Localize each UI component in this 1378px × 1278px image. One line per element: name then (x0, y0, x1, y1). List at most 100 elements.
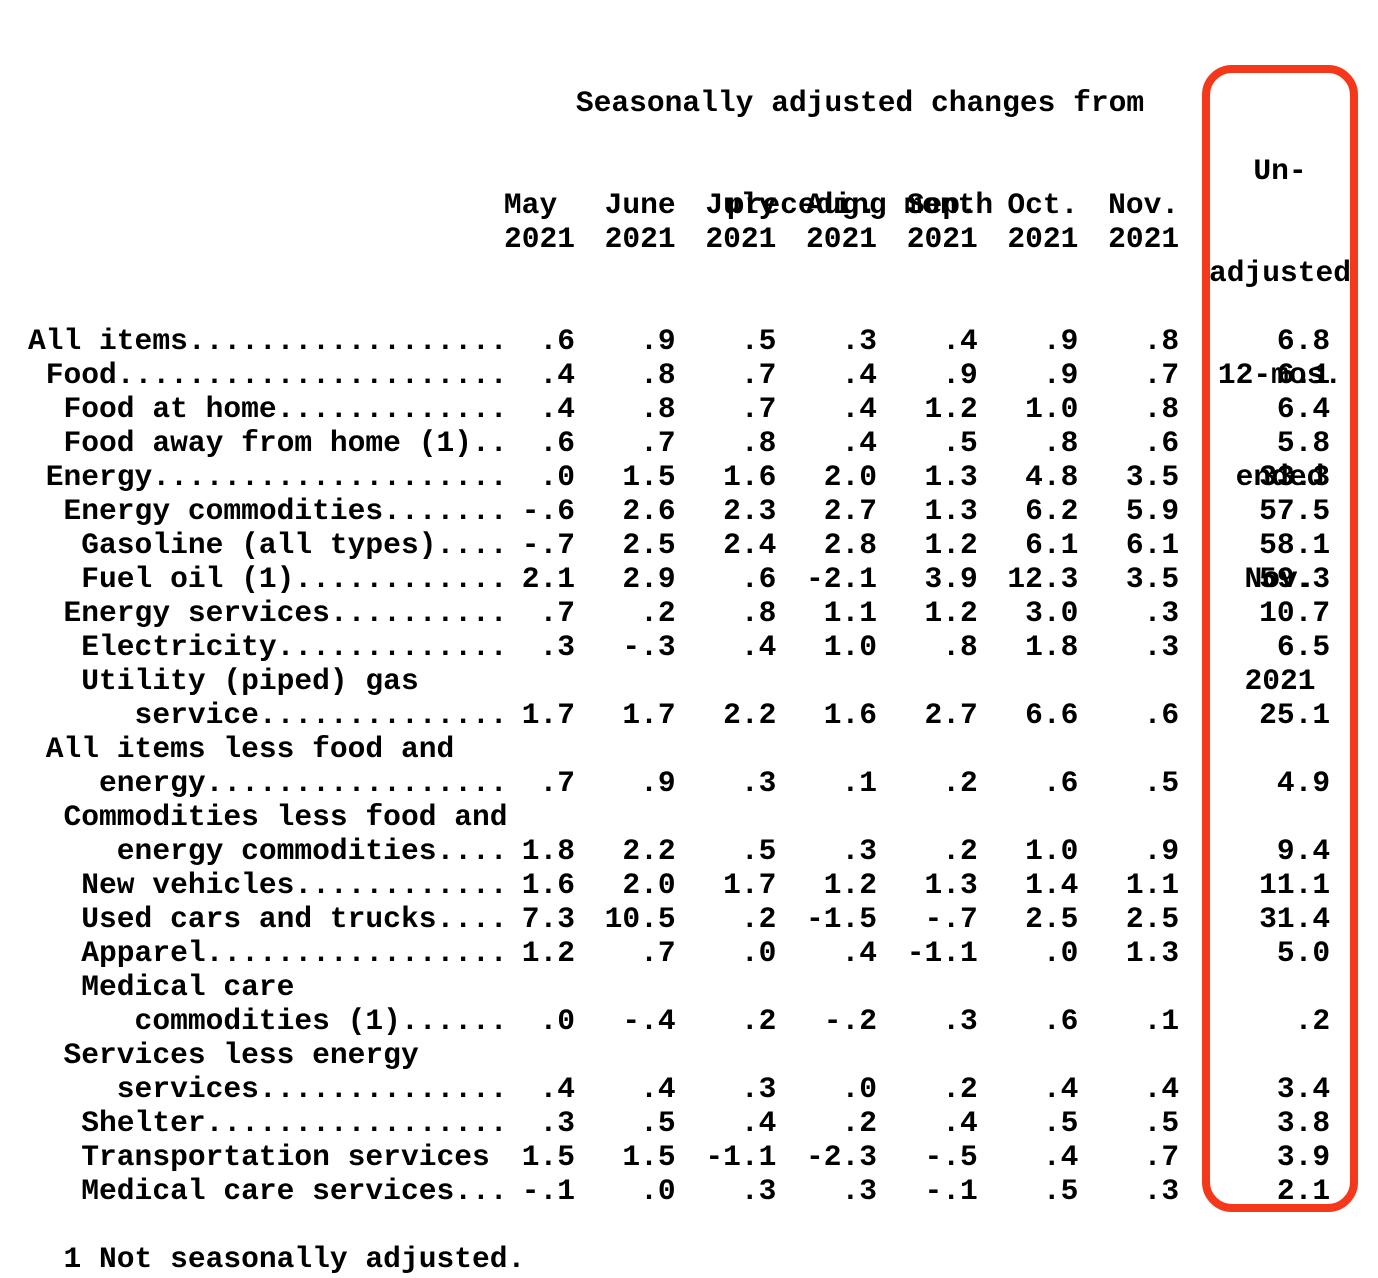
month-value: -.7 (521, 528, 575, 562)
table-body: All items.................. .6 .9 .5 .3 … (28, 324, 1330, 1208)
footnote: 1 Not seasonally adjusted. (28, 1242, 526, 1276)
table-row: Used cars and trucks.... 7.3 10.5 .2 -1.… (28, 902, 1330, 936)
annual-value: 6.4 (1276, 392, 1331, 426)
month-value: .0 (1042, 936, 1079, 970)
month-value: .7 (539, 766, 575, 800)
month-value: 2.7 (924, 698, 978, 732)
month-value: 2.2 (622, 834, 676, 868)
month-value: .8 (740, 426, 777, 460)
month-year: 2021 (503, 222, 575, 256)
month-value: .3 (1143, 630, 1180, 664)
month-value: .4 (841, 392, 878, 426)
month-value: 1.6 (521, 868, 575, 902)
month-value: 1.2 (924, 392, 978, 426)
month-name: Nov. (1108, 188, 1180, 222)
table-row: All items.................. .6 .9 .5 .3 … (28, 324, 1330, 358)
row-label: Gasoline (all types).... (28, 528, 508, 562)
month-value: .9 (640, 324, 676, 358)
month-value: .8 (740, 596, 777, 630)
annual-value: 3.9 (1276, 1140, 1331, 1174)
annual-value: 59.3 (1259, 562, 1331, 596)
month-value: 1.3 (924, 868, 978, 902)
annual-value: 33.3 (1259, 460, 1331, 494)
month-value: 6.1 (1025, 528, 1079, 562)
table-title-line1: Seasonally adjusted changes from (575, 86, 1145, 120)
month-value: 1.4 (1025, 868, 1079, 902)
row-label: Medical care commodities (1)...... (81, 970, 508, 1038)
month-value: -.5 (924, 1140, 978, 1174)
month-value: .1 (841, 766, 878, 800)
month-value: 1.6 (723, 460, 777, 494)
month-value: 1.1 (1125, 868, 1180, 902)
month-value: 1.2 (823, 868, 878, 902)
table-row: Medical care services... -.1 .0 .3 .3 -.… (28, 1174, 1330, 1208)
month-value: .9 (640, 766, 676, 800)
row-label: Energy commodities....... (28, 494, 508, 528)
annual-value: 6.5 (1276, 630, 1331, 664)
month-value: .7 (740, 358, 777, 392)
month-value: 6.1 (1125, 528, 1180, 562)
month-value: 6.6 (1025, 698, 1079, 732)
month-value: -.4 (622, 1004, 676, 1038)
column-header-july: July 2021 (676, 188, 777, 256)
annual-value: 5.8 (1276, 426, 1331, 460)
month-value: .3 (942, 1004, 978, 1038)
month-value: .2 (740, 902, 777, 936)
month-value: .2 (942, 1072, 978, 1106)
annual-header-line: adjusted (1208, 256, 1352, 290)
month-year: 2021 (1108, 222, 1180, 256)
month-value: .0 (640, 1174, 676, 1208)
table-row: Energy commodities....... -.6 2.6 2.3 2.… (28, 494, 1331, 528)
month-value: 2.8 (823, 528, 878, 562)
month-value: .9 (942, 358, 978, 392)
annual-value: 11.1 (1259, 868, 1331, 902)
month-value: .4 (942, 324, 978, 358)
month-value: .7 (640, 426, 676, 460)
table-row: Transportation services 1.5 1.5 -1.1 -2.… (28, 1140, 1330, 1174)
month-value: .3 (1143, 1174, 1180, 1208)
month-value: 1.7 (521, 698, 575, 732)
table-row: Utility (piped) gas service.............… (28, 664, 1330, 732)
month-value: .6 (740, 562, 777, 596)
column-header-sep: Sep. 2021 (877, 188, 978, 256)
annual-value: .2 (1294, 1004, 1331, 1038)
annual-value: 9.4 (1276, 834, 1331, 868)
month-value: .0 (841, 1072, 878, 1106)
month-value: 2.0 (823, 460, 878, 494)
month-value: .3 (841, 324, 878, 358)
month-value: 2.1 (521, 562, 575, 596)
month-value: 1.2 (924, 528, 978, 562)
month-value: .9 (1143, 834, 1180, 868)
annual-value: 10.7 (1259, 596, 1331, 630)
month-value: -1.1 (906, 936, 978, 970)
annual-header-line: 12-mos. (1217, 358, 1343, 392)
table-row: Electricity............. .3 -.3 .4 1.0 .… (28, 630, 1330, 664)
annual-header-line: Un- (1253, 154, 1307, 188)
annual-header-line: ended (1235, 460, 1325, 494)
row-label: Shelter................. (28, 1106, 508, 1140)
table-row: Gasoline (all types).... -.7 2.5 2.4 2.8… (28, 528, 1330, 562)
month-value: .4 (640, 1072, 676, 1106)
table-row: Food at home............. .4 .8 .7 .4 1.… (28, 392, 1331, 426)
table-row: Shelter................. .3 .5 .4 .2 .4 … (28, 1106, 1330, 1140)
row-label: Utility (piped) gas service.............… (81, 664, 508, 732)
month-value: .4 (1143, 1072, 1180, 1106)
month-value: .2 (640, 596, 676, 630)
month-value: 1.8 (521, 834, 575, 868)
month-value: .3 (740, 1072, 777, 1106)
month-year: 2021 (705, 222, 777, 256)
month-value: .5 (740, 834, 777, 868)
row-label: New vehicles............ (28, 868, 508, 902)
month-value: 1.5 (521, 1140, 575, 1174)
month-value: 2.5 (622, 528, 676, 562)
month-value: .3 (539, 1106, 575, 1140)
month-value: 2.3 (723, 494, 777, 528)
month-value: .8 (1143, 392, 1180, 426)
month-value: .8 (1042, 426, 1079, 460)
annual-column-header: Un- adjusted 12-mos. ended Nov. 2021 (1202, 86, 1358, 766)
month-value: -.6 (521, 494, 575, 528)
month-value: 1.8 (1025, 630, 1079, 664)
annual-value: 58.1 (1259, 528, 1331, 562)
row-label: Energy.................... (28, 460, 508, 494)
